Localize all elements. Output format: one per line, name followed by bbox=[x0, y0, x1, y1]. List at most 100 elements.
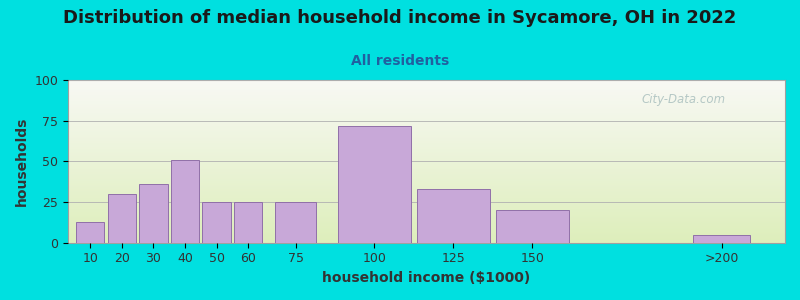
Bar bbox=[68, 204, 785, 205]
Bar bbox=[68, 113, 785, 114]
Bar bbox=[68, 137, 785, 138]
Bar bbox=[68, 95, 785, 96]
Bar bbox=[496, 210, 569, 243]
Bar bbox=[68, 84, 785, 85]
Bar bbox=[68, 105, 785, 106]
Bar bbox=[68, 128, 785, 129]
Bar bbox=[68, 118, 785, 119]
Bar bbox=[170, 160, 199, 243]
Bar bbox=[68, 97, 785, 98]
Bar bbox=[68, 226, 785, 227]
Bar bbox=[68, 94, 785, 95]
Bar bbox=[68, 124, 785, 125]
Bar bbox=[68, 85, 785, 86]
Bar bbox=[68, 149, 785, 150]
Bar bbox=[68, 141, 785, 142]
Bar bbox=[68, 117, 785, 118]
Bar bbox=[68, 88, 785, 89]
Bar bbox=[68, 155, 785, 156]
Bar bbox=[68, 181, 785, 182]
Bar bbox=[68, 164, 785, 165]
Bar bbox=[68, 232, 785, 233]
Bar bbox=[68, 147, 785, 148]
Bar bbox=[68, 107, 785, 108]
Bar bbox=[68, 159, 785, 160]
Bar bbox=[68, 114, 785, 115]
Bar bbox=[338, 126, 410, 243]
Bar bbox=[68, 218, 785, 219]
Bar bbox=[68, 93, 785, 94]
Bar bbox=[68, 153, 785, 154]
Bar bbox=[68, 240, 785, 241]
Bar bbox=[68, 214, 785, 215]
Bar bbox=[68, 177, 785, 178]
Bar bbox=[68, 116, 785, 117]
Bar bbox=[68, 182, 785, 183]
Bar bbox=[68, 100, 785, 101]
Bar bbox=[68, 217, 785, 218]
Bar bbox=[68, 129, 785, 130]
Bar bbox=[417, 189, 490, 243]
Bar bbox=[68, 207, 785, 208]
Bar bbox=[68, 229, 785, 230]
Bar bbox=[68, 203, 785, 204]
Bar bbox=[68, 186, 785, 187]
Bar bbox=[68, 227, 785, 228]
Bar bbox=[68, 237, 785, 238]
Bar bbox=[68, 241, 785, 242]
Bar bbox=[68, 109, 785, 110]
Bar bbox=[68, 228, 785, 229]
Bar bbox=[68, 130, 785, 131]
Bar bbox=[68, 101, 785, 102]
Bar bbox=[68, 213, 785, 214]
Bar bbox=[68, 150, 785, 151]
Bar bbox=[68, 183, 785, 184]
Bar bbox=[68, 83, 785, 84]
Bar bbox=[68, 166, 785, 167]
Bar bbox=[68, 187, 785, 188]
Y-axis label: households: households bbox=[15, 117, 29, 206]
Bar bbox=[68, 185, 785, 186]
Bar bbox=[68, 91, 785, 92]
Bar bbox=[68, 151, 785, 152]
Bar bbox=[68, 189, 785, 190]
Bar bbox=[68, 99, 785, 100]
Bar bbox=[68, 242, 785, 243]
Bar bbox=[68, 103, 785, 104]
Bar bbox=[68, 212, 785, 213]
Bar bbox=[68, 112, 785, 113]
Bar bbox=[68, 225, 785, 226]
Bar bbox=[68, 169, 785, 170]
Bar bbox=[68, 82, 785, 83]
Bar bbox=[108, 194, 136, 243]
Bar bbox=[68, 143, 785, 144]
Bar bbox=[68, 144, 785, 145]
Bar bbox=[68, 171, 785, 172]
Bar bbox=[68, 199, 785, 200]
Bar bbox=[234, 202, 262, 243]
Bar bbox=[275, 202, 316, 243]
Bar bbox=[68, 220, 785, 221]
Bar bbox=[139, 184, 168, 243]
Bar bbox=[68, 90, 785, 91]
Bar bbox=[68, 175, 785, 176]
Bar bbox=[68, 184, 785, 185]
Bar bbox=[68, 80, 785, 81]
Bar bbox=[68, 179, 785, 180]
Bar bbox=[68, 211, 785, 212]
Bar bbox=[68, 196, 785, 197]
Bar bbox=[68, 139, 785, 140]
Bar bbox=[68, 205, 785, 206]
Bar bbox=[68, 145, 785, 146]
Bar bbox=[68, 197, 785, 198]
Bar bbox=[68, 192, 785, 193]
Bar bbox=[68, 172, 785, 173]
Bar bbox=[68, 230, 785, 231]
Bar bbox=[68, 98, 785, 99]
Bar bbox=[68, 200, 785, 201]
Bar bbox=[68, 152, 785, 153]
Bar bbox=[68, 136, 785, 137]
Bar bbox=[68, 106, 785, 107]
Bar bbox=[68, 133, 785, 134]
Bar bbox=[68, 165, 785, 166]
